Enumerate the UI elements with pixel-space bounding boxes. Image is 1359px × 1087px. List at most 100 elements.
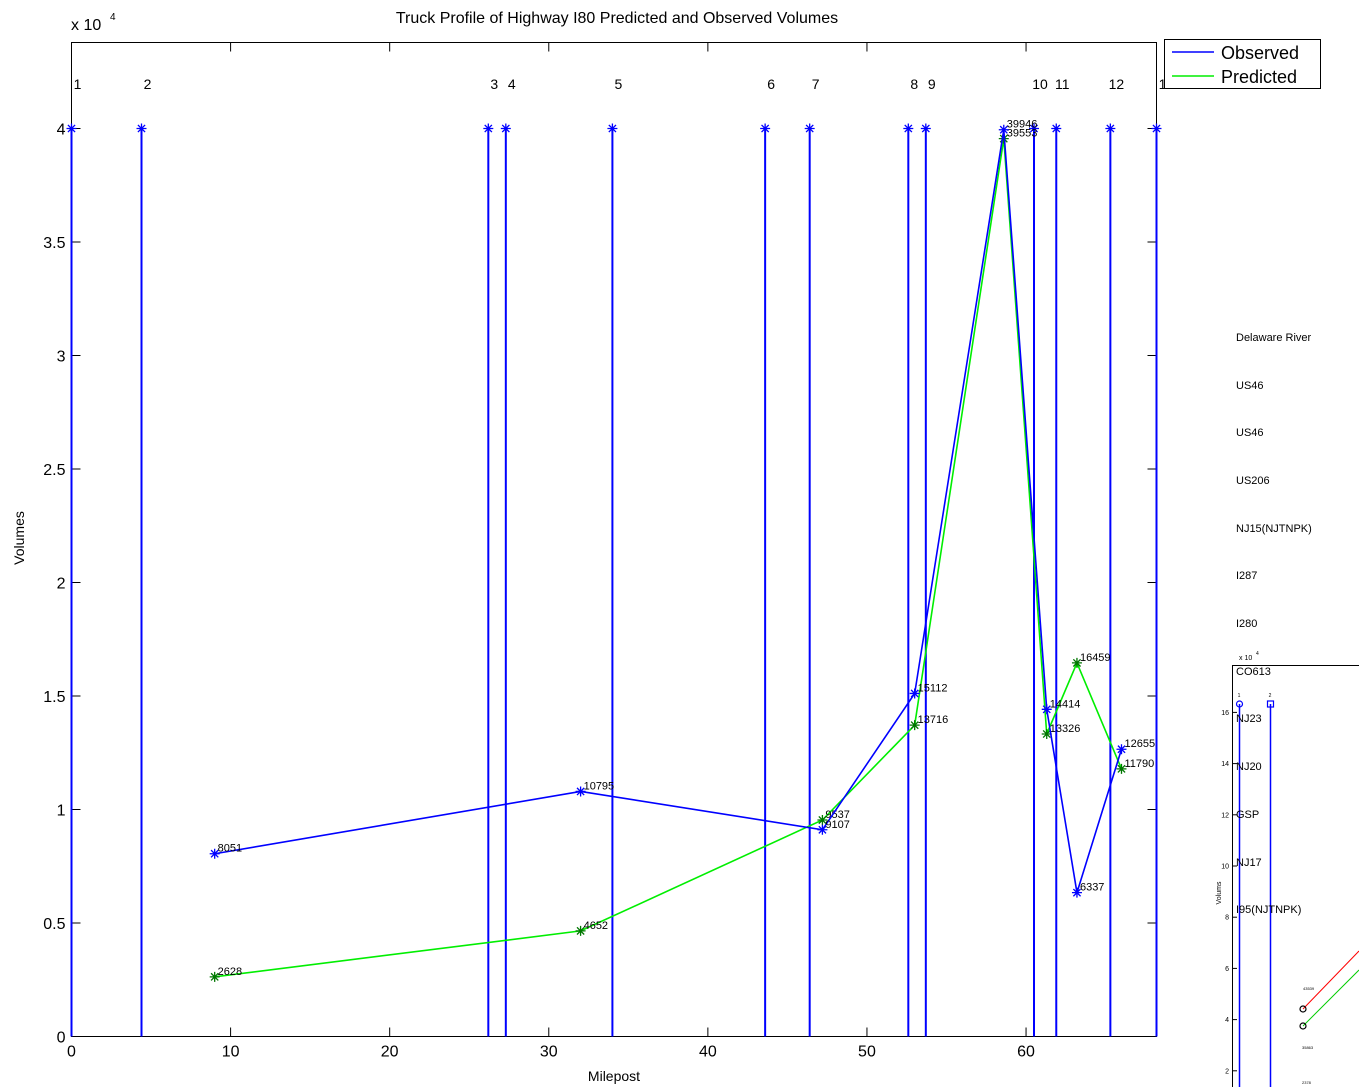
y-tick-label: 1.5 [43,689,65,706]
inset-point-label-2: 35863 [1302,1045,1314,1050]
crossing-marker [136,123,147,134]
inset-chart: x 10 4 2 4 6 8 10 12 14 16 Volums 1 2 43539 358… [1216,651,1359,1087]
crossing-number: 3 [490,76,498,92]
data-point-predicted [817,815,828,826]
y-multiplier-exponent: 4 [110,12,116,23]
x-axis: 0 10 20 30 40 50 60 [67,42,1035,1061]
data-label-observed: 15112 [918,682,948,694]
y-tick-label: 4 [57,122,66,139]
y-multiplier: x 10 [71,17,101,34]
crossing-name: US46 [1236,379,1264,392]
data-label-observed: 9107 [825,819,849,831]
data-point-observed [1116,744,1127,755]
x-tick-label: 50 [858,1044,876,1061]
crossing-marker [483,123,494,134]
crossing-name: US46 [1236,427,1264,440]
inset-y-tick-label: 10 [1221,864,1229,871]
inset-y-multiplier: x 10 [1239,655,1252,662]
crossing-name: I280 [1236,618,1258,631]
crossing-marker [760,123,771,134]
inset-green-point [1299,1022,1307,1030]
crossing-marker [903,123,914,134]
data-label-observed: 8051 [218,843,242,855]
crossing-marker [920,123,931,134]
crossing-number: 7 [812,76,820,92]
inset-y-axis: 2 4 6 8 10 12 14 16 [1221,710,1237,1075]
crossing-marker [804,123,815,134]
crossing-name: US206 [1236,474,1270,487]
crossing-marker [1105,123,1116,134]
crossing-names-list: Delaware River US46 US46 US206 NJ15(NJTN… [1236,299,1312,935]
data-point-predicted [1116,763,1127,774]
legend-label-observed: Observed [1221,43,1299,63]
inset-y-tick-label: 2 [1225,1068,1229,1075]
data-point-predicted [1071,657,1082,668]
crossing-name: NJ17 [1236,856,1262,869]
crossing-number: 1 [74,76,82,92]
y-tick-label: 2.5 [43,462,65,479]
series-line-predicted [214,138,1123,978]
inset-y-axis-label: Volums [1216,881,1223,904]
crossing-number: 12 [1109,76,1125,92]
crossing-lines: 1 2 3 4 5 6 7 8 9 10 11 12 1 [66,76,1167,1037]
x-tick-label: 0 [67,1044,76,1061]
crossing-number: 4 [508,76,516,92]
inset-point-label-1: 43539 [1303,986,1315,991]
data-point-predicted [575,925,586,936]
inset-y-tick-label: 14 [1221,761,1229,768]
inset-y-tick-label: 4 [1225,1017,1229,1024]
crossing-name: NJ15(NJTNPK) [1236,522,1312,535]
inset-crossing-marker-1 [1235,700,1244,708]
crossing-name: NJ20 [1236,761,1262,774]
data-label-observed: 6337 [1080,882,1104,894]
crossing-marker [500,123,511,134]
inset-green-line [1302,969,1359,1027]
crossing-name: I95(NJTNPK) [1236,904,1302,917]
crossing-name: Delaware River [1236,331,1312,344]
data-label-observed: 10795 [584,780,615,792]
x-tick-label: 40 [699,1044,717,1061]
data-point-observed [209,848,220,859]
crossing-number: 10 [1032,76,1048,92]
data-point-observed [998,124,1009,135]
x-axis-label: Milepost [588,1068,640,1084]
inset-y-tick-label: 16 [1221,710,1229,717]
crossing-marker [1029,123,1039,134]
crossing-number: 2 [144,76,152,92]
data-point-observed [1071,887,1082,898]
inset-y-tick-label: 12 [1221,812,1229,819]
inset-point-label-3: 2378 [1302,1080,1312,1085]
crossing-number: 9 [928,76,936,92]
crossing-name: CO613 [1236,665,1271,678]
y-tick-label: 3 [57,349,66,366]
inset-red-point [1299,1005,1307,1013]
data-point-observed [817,824,828,835]
data-label-observed: 12655 [1125,738,1156,750]
y-axis: 0 0.5 1 1.5 2 2.5 3 3.5 4 [43,122,1157,1047]
series-line-observed [214,129,1123,893]
data-point-predicted [209,971,220,982]
crossing-number: 8 [910,76,918,92]
data-label-predicted: 9537 [825,809,849,821]
data-label-predicted: 16459 [1080,652,1111,664]
crossing-marker [607,123,618,134]
inset-y-multiplier-exponent: 4 [1256,651,1259,657]
crossing-number: 5 [615,76,623,92]
series-lines: 2628 4652 9537 13716 39553 13326 16459 11790 805… [209,119,1156,982]
data-label-predicted: 13326 [1050,723,1081,735]
data-label-predicted: 13716 [918,714,949,726]
data-label-observed: 39946 [1007,119,1038,131]
crossing-number: 1 [1159,76,1167,92]
inset-crossing-marker-2 [1266,700,1275,708]
inset-red-line [1302,950,1359,1010]
y-tick-label: 0 [57,1030,66,1047]
crossing-marker [1151,123,1162,134]
inset-top-label-1: 1 [1238,693,1241,699]
legend: Observed Predicted [1164,39,1321,89]
y-tick-label: 2 [57,576,66,593]
inset-y-tick-label: 6 [1225,966,1229,973]
crossing-name: NJ23 [1236,713,1262,726]
data-label-predicted: 11790 [1125,758,1155,770]
x-tick-label: 10 [222,1044,240,1061]
